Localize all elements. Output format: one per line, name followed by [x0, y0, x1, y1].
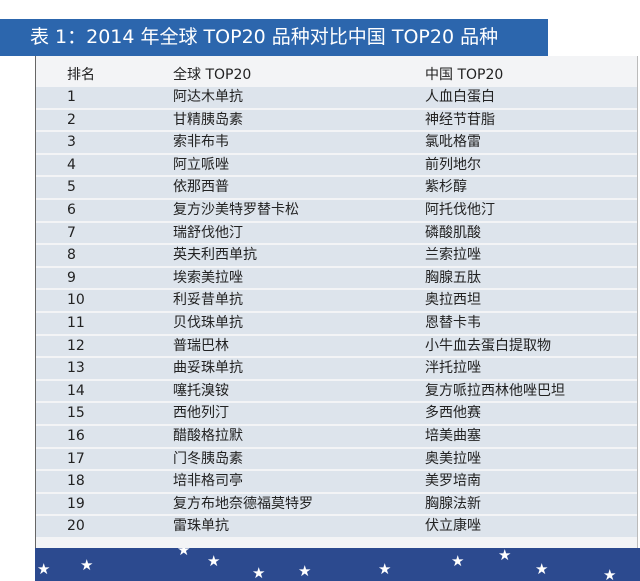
- star-icon: ★: [252, 564, 266, 581]
- cell-global-drug: 噻托溴铵: [173, 382, 229, 399]
- table-row: 6 复方沙美特罗替卡松 阿托伐他汀: [36, 199, 637, 221]
- cell-rank: 16: [67, 427, 85, 444]
- cell-china-drug: 胸腺法新: [425, 495, 481, 512]
- table-row: 18 培非格司亭 美罗培南: [36, 471, 637, 492]
- cell-global-drug: 甘精胰岛素: [173, 111, 243, 128]
- star-icon: ★: [207, 552, 221, 570]
- cell-global-drug: 西他列汀: [173, 405, 229, 422]
- table-row: 3 索非布韦 氯吡格雷: [36, 132, 637, 153]
- cell-global-drug: 瑞舒伐他汀: [173, 224, 243, 241]
- cell-global-drug: 培非格司亭: [173, 473, 243, 490]
- cell-rank: 18: [67, 473, 85, 490]
- star-icon: ★: [177, 548, 191, 559]
- table-row: 1 阿达木单抗 人血白蛋白: [36, 87, 637, 108]
- star-icon: ★: [37, 560, 51, 578]
- cell-china-drug: 神经节苷脂: [425, 111, 495, 128]
- cell-rank: 2: [67, 111, 76, 128]
- cell-rank: 1: [67, 89, 76, 105]
- cell-china-drug: 培美曲塞: [425, 427, 481, 444]
- table-row: 8 英夫利西单抗 兰索拉唑: [36, 245, 637, 266]
- cell-rank: 8: [67, 247, 76, 264]
- cell-global-drug: 阿达木单抗: [173, 89, 243, 105]
- cell-global-drug: 阿立哌唑: [173, 156, 229, 173]
- ranking-table: 排名 全球 TOP20 中国 TOP20 1 阿达木单抗 人血白蛋白 2 甘精胰岛素 神经…: [35, 56, 638, 548]
- cell-rank: 17: [67, 450, 85, 467]
- star-icon: ★: [603, 566, 617, 581]
- cell-global-drug: 复方沙美特罗替卡松: [173, 201, 299, 218]
- cell-china-drug: 磷酸肌酸: [425, 224, 481, 241]
- cell-china-drug: 多西他赛: [425, 405, 481, 422]
- table-header: 排名 全球 TOP20 中国 TOP20: [36, 62, 637, 88]
- table-row: 2 甘精胰岛素 神经节苷脂: [36, 109, 637, 131]
- star-icon: ★: [535, 560, 549, 578]
- table-row: 5 依那西普 紫杉醇: [36, 177, 637, 198]
- table-row: 14 噻托溴铵 复方哌拉西林他唑巴坦: [36, 380, 637, 402]
- cell-china-drug: 紫杉醇: [425, 179, 467, 196]
- cell-rank: 11: [67, 314, 85, 331]
- table-title: 表 1：2014 年全球 TOP20 品种对比中国 TOP20 品种: [0, 19, 548, 56]
- cell-global-drug: 贝伐珠单抗: [173, 314, 243, 331]
- cell-rank: 12: [67, 337, 85, 354]
- cell-china-drug: 复方哌拉西林他唑巴坦: [425, 382, 565, 399]
- cell-global-drug: 英夫利西单抗: [173, 247, 257, 264]
- star-icon: ★: [80, 556, 94, 574]
- cell-global-drug: 埃索美拉唑: [173, 269, 243, 286]
- header-china: 中国 TOP20: [425, 67, 504, 83]
- cell-china-drug: 前列地尔: [425, 156, 481, 173]
- star-icon: ★: [298, 562, 312, 580]
- cell-china-drug: 兰索拉唑: [425, 247, 481, 264]
- cell-rank: 13: [67, 360, 85, 377]
- cell-rank: 10: [67, 292, 85, 309]
- table-row: 11 贝伐珠单抗 恩替卡韦: [36, 312, 637, 334]
- cell-china-drug: 奥拉西坦: [425, 292, 481, 309]
- cell-global-drug: 雷珠单抗: [173, 518, 229, 535]
- table-row: 17 门冬胰岛素 奥美拉唑: [36, 448, 637, 470]
- table-row: 16 醋酸格拉默 培美曲塞: [36, 425, 637, 447]
- cell-china-drug: 阿托伐他汀: [425, 201, 495, 218]
- cell-global-drug: 门冬胰岛素: [173, 450, 243, 467]
- cell-china-drug: 恩替卡韦: [425, 314, 481, 331]
- cell-global-drug: 利妥昔单抗: [173, 292, 243, 309]
- cell-rank: 15: [67, 405, 85, 422]
- cell-global-drug: 普瑞巴林: [173, 337, 229, 354]
- table-row: 20 雷珠单抗 伏立康唑: [36, 516, 637, 537]
- cell-china-drug: 小牛血去蛋白提取物: [425, 337, 551, 354]
- cell-global-drug: 索非布韦: [173, 134, 229, 151]
- table-row: 9 埃索美拉唑 胸腺五肽: [36, 267, 637, 289]
- table-row: 13 曲妥珠单抗 泮托拉唑: [36, 358, 637, 379]
- cell-rank: 4: [67, 156, 76, 173]
- cell-rank: 14: [67, 382, 85, 399]
- table-body: 1 阿达木单抗 人血白蛋白 2 甘精胰岛素 神经节苷脂 3 索非布韦 氯吡格雷 4 阿立哌唑 前列地尔…: [36, 87, 637, 539]
- cell-china-drug: 美罗培南: [425, 473, 481, 490]
- cell-global-drug: 复方布地奈德福莫特罗: [173, 495, 313, 512]
- cell-rank: 6: [67, 201, 76, 218]
- star-decoration-band: ★ ★ ★ ★ ★ ★ ★ ★ ★ ★ ★: [35, 548, 640, 581]
- table-row: 10 利妥昔单抗 奥拉西坦: [36, 290, 637, 311]
- star-icon: ★: [498, 548, 512, 564]
- table-row: 19 复方布地奈德福莫特罗 胸腺法新: [36, 493, 637, 515]
- header-global: 全球 TOP20: [173, 67, 252, 83]
- cell-china-drug: 人血白蛋白: [425, 89, 495, 105]
- star-icon: ★: [378, 560, 392, 578]
- cell-rank: 7: [67, 224, 76, 241]
- cell-china-drug: 氯吡格雷: [425, 134, 481, 151]
- cell-global-drug: 依那西普: [173, 179, 229, 196]
- table-row: 7 瑞舒伐他汀 磷酸肌酸: [36, 222, 637, 244]
- cell-global-drug: 曲妥珠单抗: [173, 360, 243, 377]
- header-rank: 排名: [67, 67, 95, 83]
- cell-global-drug: 醋酸格拉默: [173, 427, 243, 444]
- cell-rank: 9: [67, 269, 76, 286]
- cell-china-drug: 伏立康唑: [425, 518, 481, 535]
- cell-rank: 3: [67, 134, 76, 151]
- cell-rank: 5: [67, 179, 76, 196]
- table-row: 12 普瑞巴林 小牛血去蛋白提取物: [36, 335, 637, 357]
- cell-rank: 19: [67, 495, 85, 512]
- cell-china-drug: 泮托拉唑: [425, 360, 481, 377]
- cell-china-drug: 奥美拉唑: [425, 450, 481, 467]
- table-row: 4 阿立哌唑 前列地尔: [36, 154, 637, 176]
- table-row: 15 西他列汀 多西他赛: [36, 403, 637, 424]
- cell-rank: 20: [67, 518, 85, 535]
- star-icon: ★: [451, 552, 465, 570]
- cell-china-drug: 胸腺五肽: [425, 269, 481, 286]
